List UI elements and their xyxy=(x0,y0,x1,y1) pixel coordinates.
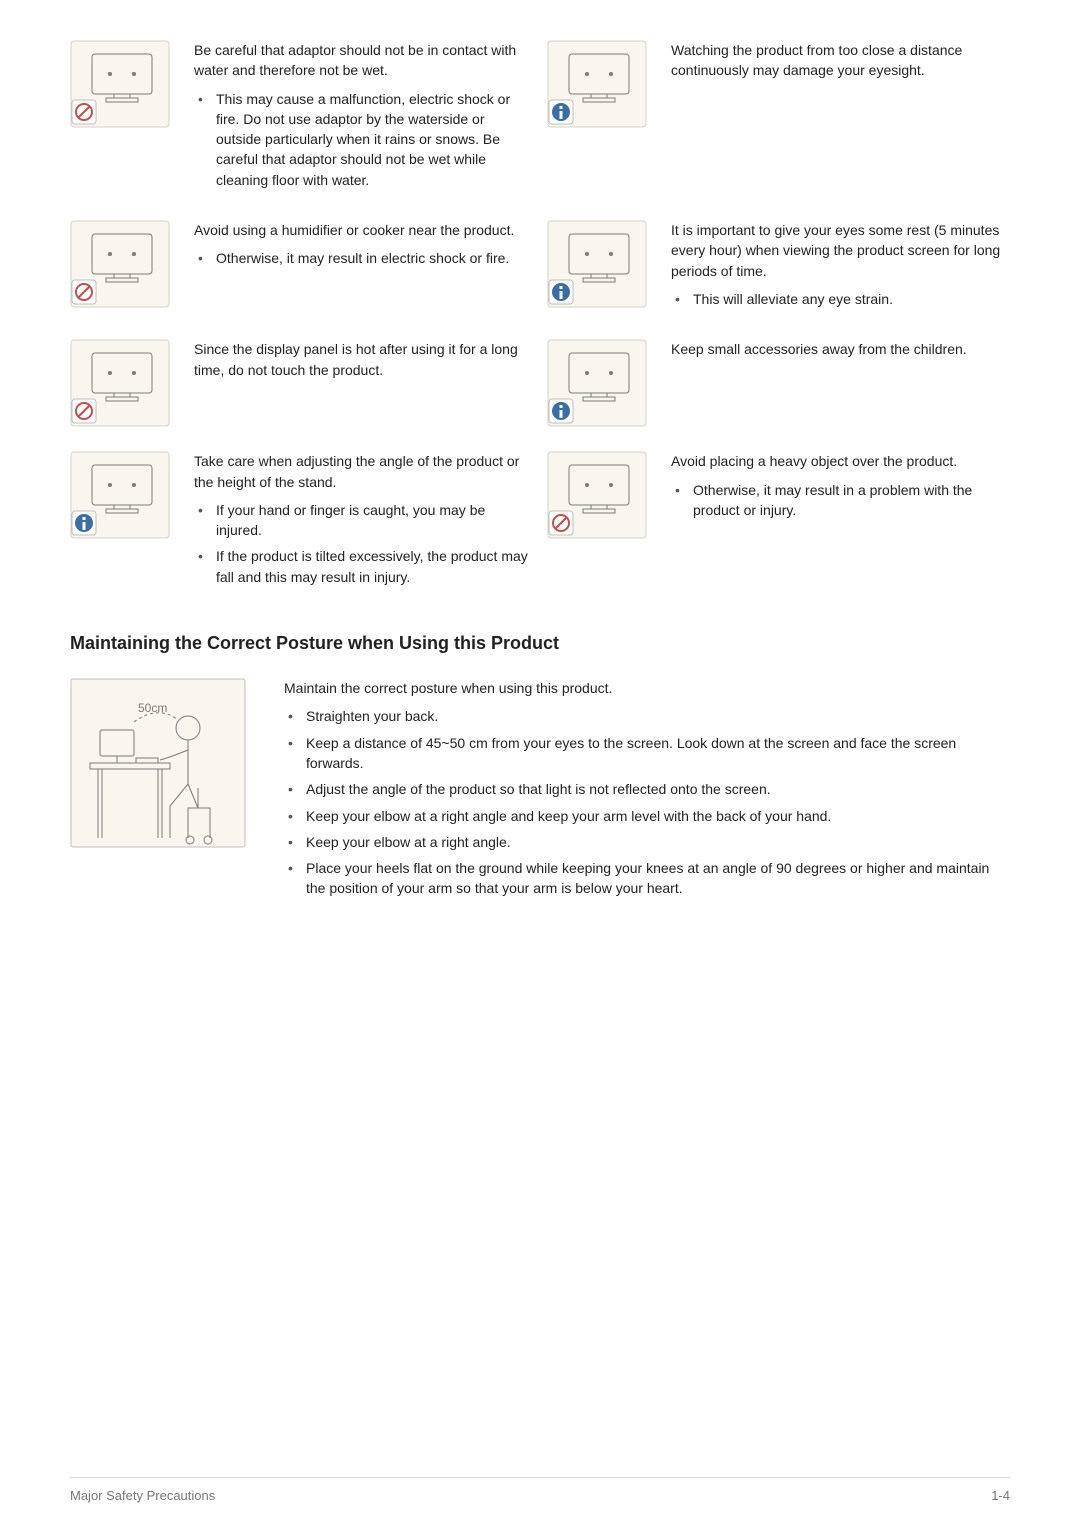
precaution-bullet: Otherwise, it may result in a problem wi… xyxy=(671,480,1010,521)
posture-lead: Maintain the correct posture when using … xyxy=(284,678,1010,698)
precaution-lead: Avoid using a humidifier or cooker near … xyxy=(194,220,533,240)
precaution-bullet: This will alleviate any eye strain. xyxy=(671,289,1010,309)
precaution-bullet: Otherwise, it may result in electric sho… xyxy=(194,248,533,268)
posture-bullet: Keep a distance of 45~50 cm from your ey… xyxy=(284,733,1010,774)
precaution-bullet: This may cause a malfunction, electric s… xyxy=(194,89,533,190)
posture-bullet: Straighten your back. xyxy=(284,706,1010,726)
posture-bullet: Keep your elbow at a right angle and kee… xyxy=(284,806,1010,826)
precaution-icon-0-left xyxy=(70,40,170,128)
precaution-text-1-right: It is important to give your eyes some r… xyxy=(671,220,1010,315)
page-footer: Major Safety Precautions 1-4 xyxy=(70,1477,1010,1503)
posture-bullet: Keep your elbow at a right angle. xyxy=(284,832,1010,852)
precaution-icon-1-right xyxy=(547,220,647,308)
precaution-bullet: If the product is tilted excessively, th… xyxy=(194,546,533,587)
precaution-lead: Since the display panel is hot after usi… xyxy=(194,339,533,380)
precaution-lead: Take care when adjusting the angle of th… xyxy=(194,451,533,492)
precaution-icon-0-right xyxy=(547,40,647,128)
precaution-lead: Avoid placing a heavy object over the pr… xyxy=(671,451,1010,471)
precaution-icon-2-right xyxy=(547,339,647,427)
precaution-text-3-left: Take care when adjusting the angle of th… xyxy=(194,451,533,593)
precaution-icon-3-left xyxy=(70,451,170,539)
precaution-icon-3-right xyxy=(547,451,647,539)
posture-distance-label: 50cm xyxy=(138,701,167,715)
precaution-icon-1-left xyxy=(70,220,170,308)
precaution-lead: Keep small accessories away from the chi… xyxy=(671,339,1010,359)
posture-bullet: Adjust the angle of the product so that … xyxy=(284,779,1010,799)
precaution-lead: It is important to give your eyes some r… xyxy=(671,220,1010,281)
posture-diagram: 50cm xyxy=(70,678,246,848)
precaution-text-0-right: Watching the product from too close a di… xyxy=(671,40,1010,89)
posture-bullet: Place your heels flat on the ground whil… xyxy=(284,858,1010,899)
footer-right: 1-4 xyxy=(991,1488,1010,1503)
precaution-text-0-left: Be careful that adaptor should not be in… xyxy=(194,40,533,196)
precaution-bullet: If your hand or finger is caught, you ma… xyxy=(194,500,533,541)
precaution-text-2-right: Keep small accessories away from the chi… xyxy=(671,339,1010,367)
precaution-lead: Be careful that adaptor should not be in… xyxy=(194,40,533,81)
posture-text: Maintain the correct posture when using … xyxy=(284,678,1010,905)
precaution-text-1-left: Avoid using a humidifier or cooker near … xyxy=(194,220,533,275)
precaution-text-2-left: Since the display panel is hot after usi… xyxy=(194,339,533,388)
precaution-text-3-right: Avoid placing a heavy object over the pr… xyxy=(671,451,1010,526)
footer-left: Major Safety Precautions xyxy=(70,1488,215,1503)
section-heading: Maintaining the Correct Posture when Usi… xyxy=(70,633,1010,654)
precaution-icon-2-left xyxy=(70,339,170,427)
precaution-lead: Watching the product from too close a di… xyxy=(671,40,1010,81)
